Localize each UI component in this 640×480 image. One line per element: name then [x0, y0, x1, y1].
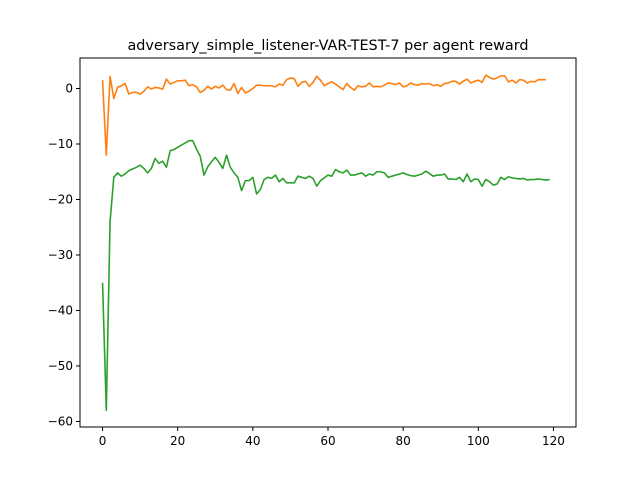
- plot-frame: [79, 57, 577, 428]
- x-tick-label: 60: [320, 434, 335, 448]
- series-line-1: [101, 74, 546, 156]
- series-line-2: [101, 139, 550, 412]
- y-tick-label: −10: [48, 137, 73, 151]
- axis-layer: 0 20 40 60 80 100 120 0 −10 −20 −30 −40 −50 −60: [48, 82, 565, 448]
- x-tick-label: 80: [396, 434, 411, 448]
- y-tick-label: −60: [48, 414, 73, 428]
- y-tick-label: −50: [48, 359, 73, 373]
- x-tick-label: 40: [245, 434, 260, 448]
- y-tick-label: −30: [48, 248, 73, 262]
- y-tick-label: 0: [65, 82, 73, 96]
- x-tick-label: 0: [99, 434, 107, 448]
- chart-title: adversary_simple_listener-VAR-TEST-7 per…: [127, 38, 528, 54]
- x-tick-label: 120: [542, 434, 565, 448]
- series-layer: [101, 74, 550, 412]
- x-tick-label: 100: [467, 434, 490, 448]
- y-tick-label: −40: [48, 303, 73, 317]
- y-tick-label: −20: [48, 192, 73, 206]
- x-tick-label: 20: [170, 434, 185, 448]
